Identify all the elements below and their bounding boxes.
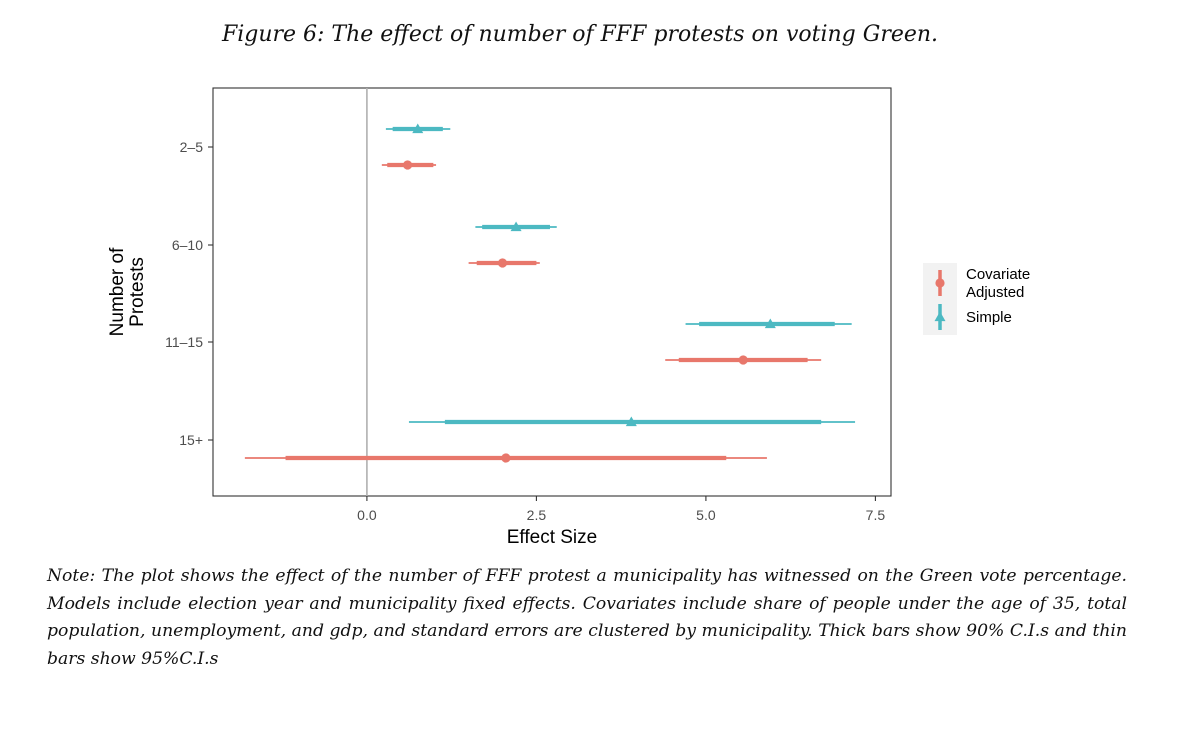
legend-label: Simple — [966, 309, 1012, 326]
estimate-triangle-0 — [385, 123, 451, 134]
estimate-circle-1 — [468, 258, 540, 268]
point-estimate — [625, 416, 637, 427]
point-estimate — [764, 318, 776, 329]
x-tick-label: 7.5 — [866, 507, 886, 523]
y-tick-label: 6–10 — [172, 237, 203, 253]
estimate-circle-0 — [381, 160, 437, 170]
point-estimate — [510, 221, 522, 232]
x-tick-label: 0.0 — [357, 507, 377, 523]
estimate-triangle-1 — [475, 221, 557, 232]
point-estimate — [738, 355, 748, 365]
x-axis-title: Effect Size — [507, 527, 597, 548]
legend-label-line: Covariate — [966, 266, 1030, 283]
y-tick-label: 11–15 — [165, 334, 203, 350]
y-axis-title-line: Number of — [107, 247, 128, 336]
estimate-circle-3 — [244, 453, 767, 463]
legend-key-marker — [935, 278, 945, 288]
point-estimate — [501, 453, 511, 463]
legend-label-line: Adjusted — [966, 284, 1024, 301]
x-tick-label: 5.0 — [696, 507, 716, 523]
legend-label-line: Simple — [966, 309, 1012, 326]
estimate-triangle-2 — [685, 318, 852, 329]
estimate-triangle-3 — [408, 416, 856, 427]
y-axis-title-line: Protests — [127, 257, 148, 327]
figure-note: Note: The plot shows the effect of the n… — [47, 566, 1127, 669]
plot-panel — [212, 87, 892, 497]
estimate-circle-2 — [665, 355, 822, 365]
legend-label: Covariate Adjusted — [966, 266, 1030, 301]
y-axis-title: Number ofProtests — [107, 247, 148, 336]
forest-plot: Effect Size 0.0 2.5 5.0 7.5 2–5 6–10 11–15 15+ N… — [107, 87, 1030, 548]
legend-key-marker — [934, 311, 946, 322]
figure-caption: Figure 6: The effect of number of FFF pr… — [221, 22, 939, 47]
point-estimate — [412, 123, 424, 134]
point-estimate — [402, 160, 413, 170]
x-tick-label: 2.5 — [527, 507, 547, 523]
y-tick-label: 2–5 — [180, 139, 204, 155]
y-tick-label: 15+ — [179, 432, 203, 448]
point-estimate — [497, 258, 508, 268]
